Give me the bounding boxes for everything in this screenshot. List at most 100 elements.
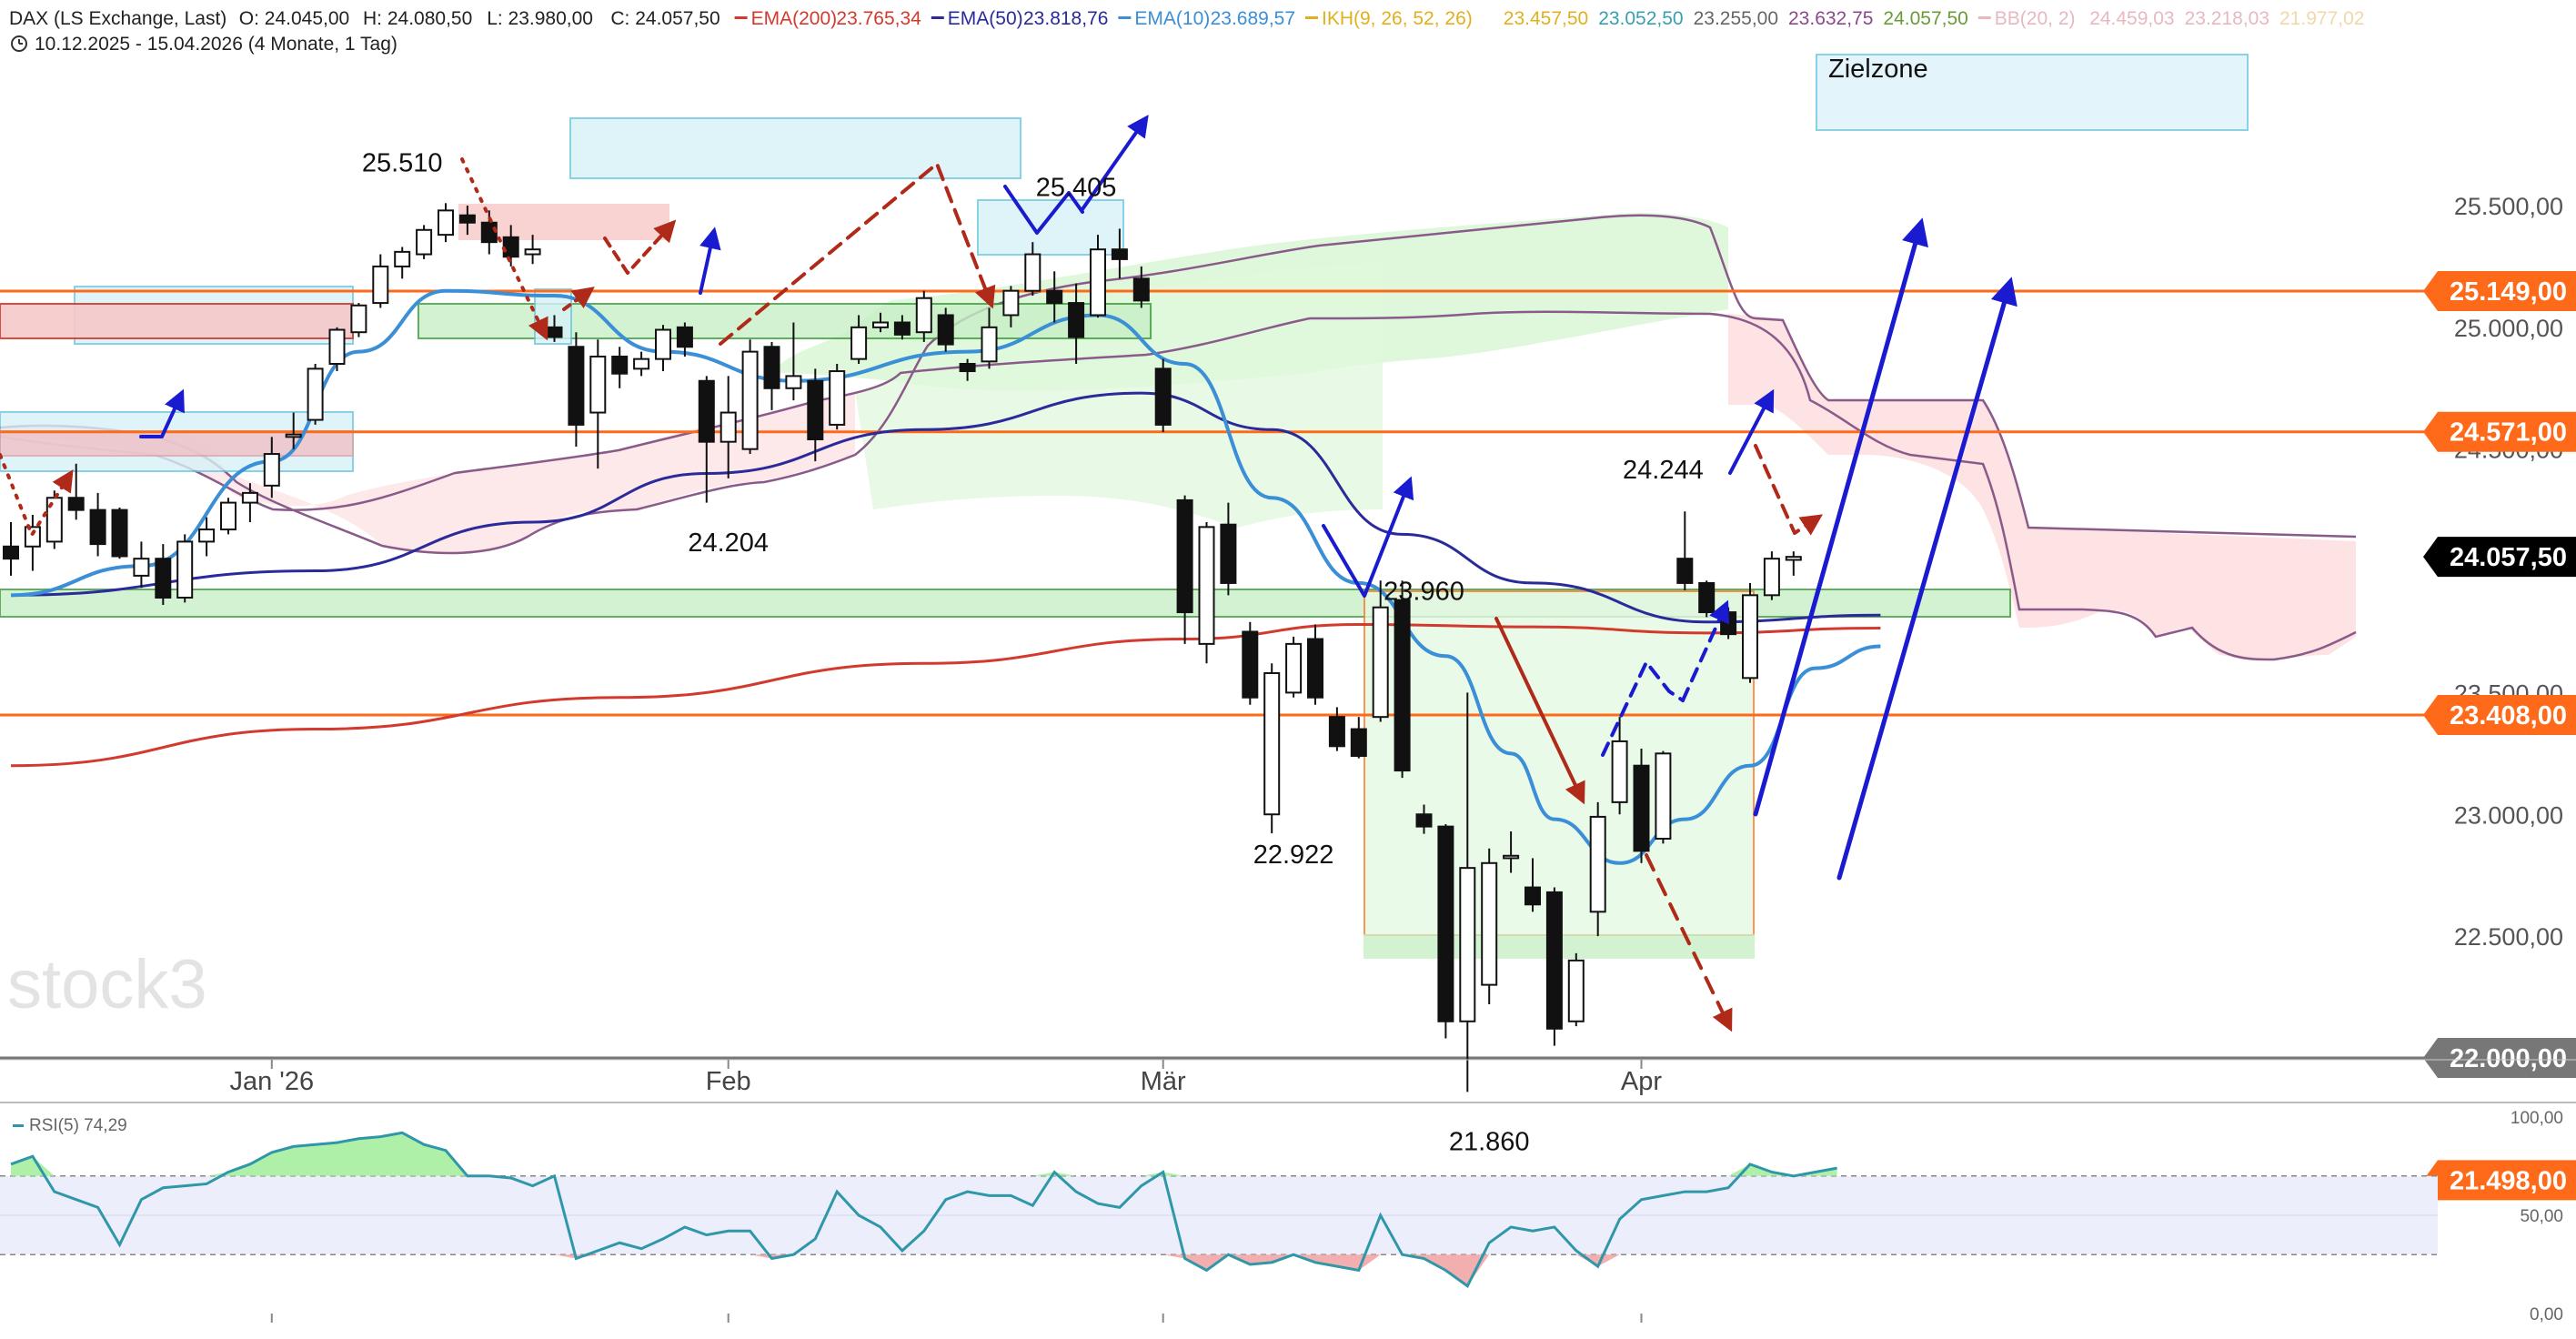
candle bbox=[67, 463, 85, 520]
candle-body bbox=[350, 304, 367, 334]
arrow-red-projection bbox=[1645, 853, 1733, 1032]
rsi-panel: 100,00 50,00 0,00 RSI(5) 74,29 bbox=[0, 1102, 2576, 1324]
candle-body bbox=[850, 326, 868, 360]
arrow-red-down bbox=[1494, 617, 1585, 805]
candle-body bbox=[1090, 248, 1106, 317]
candle bbox=[1328, 707, 1345, 751]
candle bbox=[1698, 580, 1716, 618]
candle-body bbox=[502, 236, 519, 258]
legend-item: O: 24.045,00 bbox=[239, 8, 349, 29]
badge-shape bbox=[2423, 695, 2576, 736]
candle bbox=[1611, 717, 1628, 815]
candle-body bbox=[829, 370, 846, 426]
candle-body bbox=[1720, 611, 1737, 636]
candle-body bbox=[1372, 606, 1389, 719]
candle-body bbox=[416, 228, 433, 256]
candle bbox=[45, 490, 63, 549]
candle bbox=[89, 492, 106, 557]
annotations: 25.510 25.405 24.204 22.922 23.960 21.860 24.2… bbox=[362, 149, 1704, 1157]
candle-body bbox=[1524, 886, 1541, 906]
candle-body bbox=[1503, 854, 1520, 860]
candle bbox=[1242, 621, 1259, 705]
candle-body bbox=[89, 508, 106, 546]
zone-bottom-box bbox=[1363, 590, 1755, 936]
level-badge: 23.408,00 bbox=[2423, 695, 2576, 736]
drawings bbox=[0, 115, 2018, 1032]
arrow-up-large-1 bbox=[1753, 217, 1928, 817]
price-annotation: 25.405 bbox=[1036, 173, 1117, 202]
senkou-a bbox=[0, 214, 2357, 555]
y-axis: 25.500,0025.000,0024.500,0023.500,0023.0… bbox=[2423, 193, 2576, 1201]
price-annotation: 21.860 bbox=[1449, 1128, 1530, 1157]
candle bbox=[133, 541, 150, 589]
candle bbox=[1394, 580, 1411, 779]
candle-body bbox=[1176, 498, 1193, 614]
candle-body bbox=[785, 375, 802, 389]
candle bbox=[1046, 271, 1063, 323]
arrow-peak bbox=[1081, 115, 1149, 211]
candle-body bbox=[1002, 289, 1020, 317]
legend-marker bbox=[1977, 16, 1991, 19]
candle bbox=[1132, 266, 1150, 308]
candle-body bbox=[937, 314, 954, 346]
cloud-bear-1 bbox=[0, 391, 855, 554]
candle bbox=[850, 315, 868, 365]
x-tick-label: Mär bbox=[1141, 1067, 1186, 1096]
candle-body bbox=[655, 328, 671, 360]
candle-body bbox=[1459, 867, 1476, 1022]
candle-body bbox=[893, 321, 911, 336]
candle bbox=[307, 364, 324, 425]
level-badge: 24.571,00 bbox=[2423, 411, 2576, 452]
legend-item: 21.977,02 bbox=[2279, 8, 2364, 29]
candle-body bbox=[589, 355, 607, 414]
legend-item: H: 24.080,50 bbox=[363, 8, 472, 29]
candle-body bbox=[1415, 813, 1433, 828]
candle bbox=[698, 376, 715, 503]
x-tick-label: Jan '26 bbox=[229, 1067, 314, 1096]
candle-body bbox=[1655, 752, 1672, 841]
candle-body bbox=[263, 453, 280, 487]
candle-body bbox=[458, 214, 476, 224]
rsi-overbought-fill bbox=[11, 1133, 1837, 1176]
candle-body bbox=[3, 545, 19, 560]
candle-body bbox=[1263, 671, 1281, 816]
candle bbox=[1002, 286, 1020, 327]
candle bbox=[350, 303, 367, 337]
legend-item: EMA(10) bbox=[1134, 8, 1210, 29]
candle bbox=[1024, 242, 1041, 297]
candle bbox=[1503, 831, 1520, 873]
legend-item: 23.818,76 bbox=[1023, 8, 1108, 29]
candle-body bbox=[1567, 959, 1585, 1022]
rsi-tick-label: 50,00 bbox=[2520, 1207, 2563, 1226]
candle-body bbox=[155, 558, 172, 599]
candle bbox=[24, 514, 41, 571]
candle-body bbox=[198, 529, 216, 543]
candle-body bbox=[1545, 891, 1563, 1030]
candle-body bbox=[111, 508, 128, 558]
candle bbox=[198, 517, 216, 557]
legend-item: DAX (LS Exchange, Last) bbox=[9, 8, 226, 29]
y-tick-label: 25.000,00 bbox=[2454, 315, 2563, 342]
candle bbox=[3, 522, 19, 576]
badge-shape bbox=[2423, 1160, 2576, 1201]
candle-body bbox=[872, 321, 889, 328]
badge-label: 24.057,50 bbox=[2450, 543, 2567, 572]
legend-item: L: 23.980,00 bbox=[487, 8, 593, 29]
candle-body bbox=[676, 326, 693, 348]
candle bbox=[981, 307, 998, 369]
legend-item: 23.632,75 bbox=[1788, 8, 1873, 29]
arrow-apr-dash bbox=[1601, 660, 1685, 757]
candle bbox=[719, 376, 737, 478]
candle bbox=[1090, 235, 1106, 318]
series-ema50 bbox=[10, 391, 1881, 624]
candle bbox=[1372, 580, 1389, 722]
badge-label: 21.498,00 bbox=[2450, 1166, 2567, 1195]
candle bbox=[1220, 502, 1237, 596]
candle bbox=[416, 225, 433, 259]
candle-body bbox=[133, 558, 150, 577]
candle-body bbox=[1698, 581, 1716, 614]
legend-marker bbox=[1305, 16, 1318, 19]
candle bbox=[937, 307, 954, 352]
rsi-legend-marker bbox=[13, 1124, 24, 1127]
